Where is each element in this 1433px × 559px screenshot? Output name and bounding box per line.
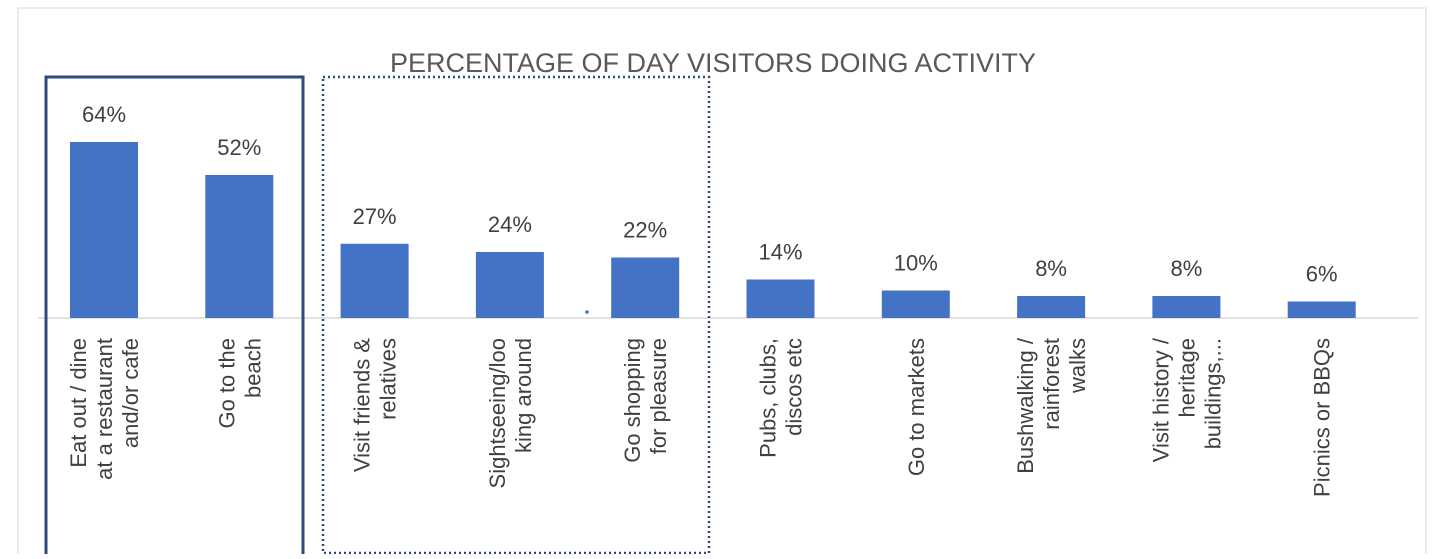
x-tick-label: Go to markets: [904, 338, 929, 476]
data-label: 22%: [623, 218, 667, 243]
bar: [1152, 296, 1221, 318]
data-label: 8%: [1171, 256, 1203, 281]
bar: [881, 290, 950, 318]
bar: [1287, 301, 1356, 318]
x-tick-label: rainforest: [1039, 338, 1064, 430]
x-tick-label: king around: [511, 338, 536, 453]
bar: [340, 243, 409, 318]
x-tick-label: Sightseeing/loo: [485, 338, 510, 488]
x-tick-label: heritage: [1174, 338, 1199, 418]
x-tick-label: walks: [1065, 338, 1090, 394]
chart-title: PERCENTAGE OF DAY VISITORS DOING ACTIVIT…: [390, 48, 1036, 78]
x-tick-label: buildings,...: [1200, 338, 1225, 449]
x-tick-label: discos etc: [782, 338, 807, 436]
x-tick-label: relatives: [376, 338, 401, 420]
data-label: 24%: [488, 212, 532, 237]
x-tick-label: for pleasure: [646, 338, 671, 454]
x-tick-label: Bushwalking /: [1013, 337, 1038, 474]
x-tick-label: beach: [240, 338, 265, 398]
bar: [746, 279, 815, 318]
x-tick-label: Visit friends &: [350, 338, 375, 472]
x-tick-label: Visit history /: [1148, 337, 1173, 462]
data-label: 14%: [758, 240, 802, 265]
x-tick-label: Picnics or BBQs: [1310, 338, 1335, 497]
x-tick-label: and/or cafe: [118, 338, 143, 448]
bar: [475, 252, 544, 318]
data-label: 8%: [1035, 256, 1067, 281]
bar: [1017, 296, 1086, 318]
dot: [585, 310, 589, 314]
data-label: 6%: [1306, 262, 1338, 287]
bar: [205, 175, 274, 318]
data-label: 27%: [353, 204, 397, 229]
x-tick-label: Eat out / dine: [66, 338, 91, 468]
x-tick-label: Go shopping: [620, 338, 645, 463]
bar: [611, 257, 680, 318]
bar: [70, 142, 138, 318]
data-label: 52%: [217, 135, 261, 160]
x-tick-label: Pubs, clubs,: [756, 338, 781, 458]
highlight-box-dotted: [321, 75, 711, 555]
data-label: 10%: [894, 251, 938, 276]
x-tick-label: at a restaurant: [92, 338, 117, 480]
data-label: 64%: [82, 102, 126, 127]
chart-frame: [17, 7, 1427, 559]
x-tick-label: Go to the: [214, 338, 239, 429]
